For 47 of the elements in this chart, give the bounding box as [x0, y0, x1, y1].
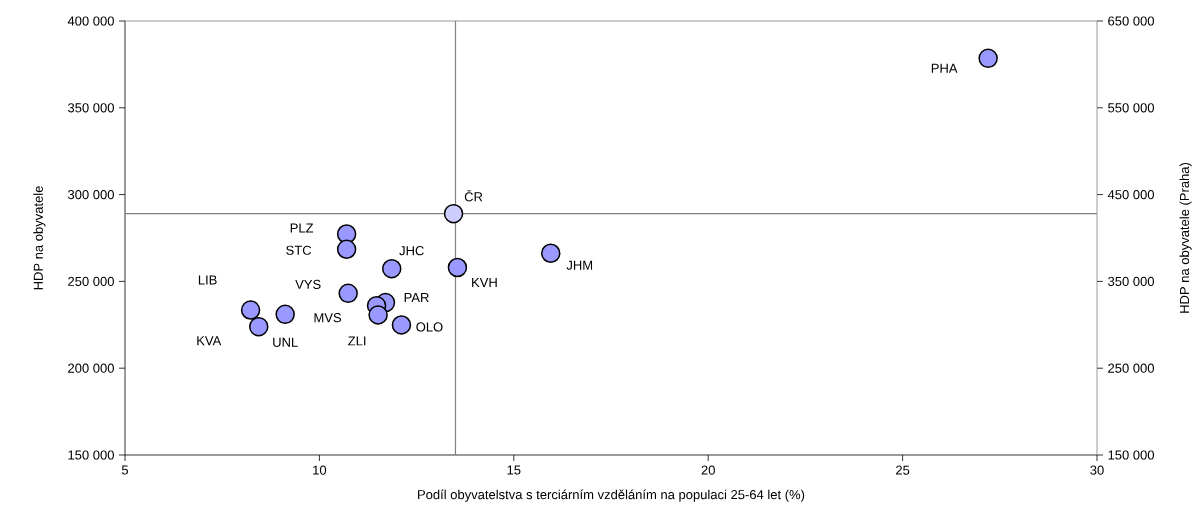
- annotation: UNL: [273, 337, 298, 347]
- annotation: MVS: [314, 313, 342, 323]
- y-tick-label: 300 000: [67, 189, 114, 200]
- annotation: PLZ: [290, 223, 314, 233]
- point: [336, 239, 357, 260]
- annotation: VYS: [295, 279, 321, 289]
- x-axis-title: Podíl obyvatelstva s terciárním vzděláním na populaci 25-64 let (%): [418, 489, 805, 502]
- x-tick-label: 10: [313, 465, 327, 475]
- y2-tick-label: 450 000: [1107, 189, 1155, 200]
- x-tick-label: 5: [121, 465, 129, 475]
- y2-tick-label: 250 000: [1108, 363, 1155, 373]
- annotation: KVA: [197, 336, 222, 346]
- x-tick-label: 30: [1090, 465, 1104, 475]
- point: [249, 316, 269, 337]
- point: [338, 283, 358, 304]
- annotation: KVH: [472, 278, 497, 287]
- point: [275, 304, 295, 325]
- x-tick-label: 25: [896, 465, 910, 475]
- point: [540, 243, 561, 264]
- y2-axis-title: HDP na obyvatele (Praha): [1179, 162, 1192, 313]
- y-tick-label: 350 000: [67, 103, 114, 113]
- y2-tick-label: 350 000: [1108, 276, 1155, 286]
- annotation: PHA: [931, 63, 958, 73]
- point: [381, 258, 402, 279]
- y-axis-title: HDP na obyvatele: [33, 186, 46, 290]
- point: [368, 305, 388, 325]
- annotation: STC: [286, 245, 312, 255]
- y-tick-label: 200 000: [68, 363, 114, 373]
- x-tick-label: 15: [507, 465, 521, 475]
- point: [447, 257, 468, 278]
- x-tick-label: 20: [701, 465, 715, 475]
- y2-tick-label: 550 000: [1108, 103, 1155, 113]
- y-tick-label: 400 000: [67, 16, 114, 26]
- annotation: LIB: [198, 275, 217, 285]
- annotation: JHC: [399, 246, 424, 256]
- annotation: JHM: [566, 260, 593, 270]
- y-tick-label: 250 000: [68, 276, 114, 286]
- annotation: ČR: [464, 189, 483, 202]
- annotation: OLO: [416, 322, 443, 332]
- point: [391, 315, 412, 335]
- point: [443, 203, 464, 224]
- annotation: PAR: [404, 293, 429, 303]
- y-tick-label: 150 000: [68, 450, 114, 460]
- point: [240, 300, 261, 320]
- y2-tick-label: 150 000: [1108, 450, 1155, 460]
- y2-tick-label: 650 000: [1108, 16, 1155, 26]
- annotation: ZLI: [348, 336, 366, 346]
